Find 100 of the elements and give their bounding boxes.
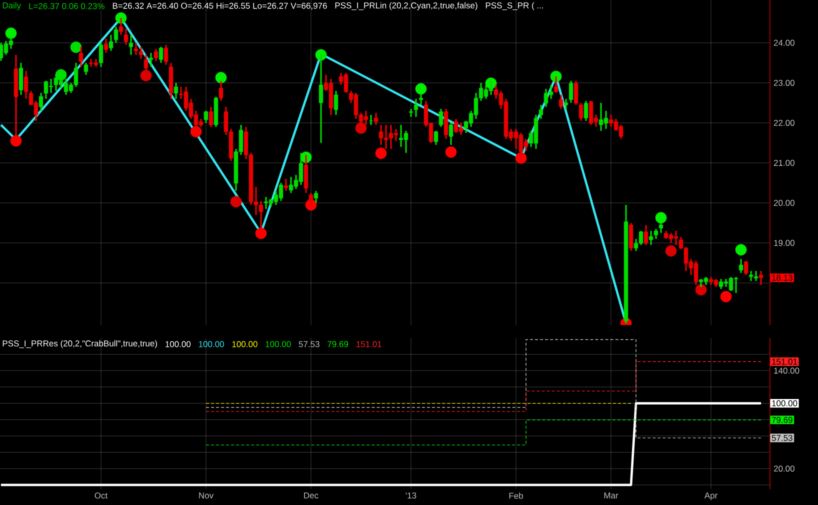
- y-tick-label: 22.00: [774, 120, 794, 126]
- candlestick: [154, 48, 158, 62]
- point: [695, 284, 707, 296]
- candlestick: [438, 108, 444, 128]
- candlestick: [144, 54, 148, 72]
- x-tick-label: Dec: [304, 492, 318, 498]
- chart-title: PSS_I_PRRes (20,2,"CrabBull",true,true): [2, 340, 157, 348]
- chart-title: Daily: [2, 2, 22, 10]
- candlestick: [658, 222, 664, 234]
- candlestick: [648, 230, 654, 246]
- candlestick: [738, 258, 744, 274]
- text: 100.00: [166, 341, 191, 348]
- candlestick: [444, 108, 448, 140]
- candlestick: [148, 52, 154, 68]
- candlestick: [38, 92, 44, 112]
- candlestick: [578, 102, 584, 122]
- y-tick-label: 20.00: [774, 200, 794, 206]
- chart-subtitle: L=26.37 0.06 0.23%: [29, 3, 104, 10]
- point: [720, 290, 732, 302]
- x-tick-label: Oct: [94, 492, 108, 499]
- point: [10, 135, 22, 147]
- candlestick: [138, 46, 144, 60]
- y-tick-label: 140.00: [774, 368, 800, 374]
- candlestick: [558, 94, 564, 110]
- candlestick: [308, 192, 314, 206]
- candlestick: [434, 130, 438, 146]
- candlestick: [208, 106, 214, 128]
- legend-label: 100.00: [198, 341, 224, 348]
- candlestick: [304, 154, 308, 194]
- annotation: PSS_I_PRLin (20,2,Cyan,2,true,false): [335, 2, 478, 10]
- point: [735, 244, 747, 256]
- y-tick-label: 23.00: [774, 80, 794, 86]
- candlestick: [284, 178, 288, 192]
- candlestick: [448, 122, 454, 146]
- y-tick-label: 21.00: [774, 160, 794, 166]
- candlestick: [574, 80, 578, 106]
- candlestick: [628, 222, 634, 252]
- annotation: 18.13: [772, 274, 792, 281]
- point: [190, 126, 202, 138]
- point: [665, 245, 677, 257]
- candlestick: [78, 46, 84, 68]
- candlestick: [164, 44, 168, 66]
- point: [215, 72, 227, 84]
- x-tick-label: Mar: [604, 492, 618, 498]
- data-label: 57.53: [772, 434, 792, 441]
- candlestick: [538, 104, 544, 120]
- candlestick: [418, 92, 424, 106]
- y-tick-label: 19.00: [774, 240, 794, 246]
- text: 79.69: [328, 341, 348, 348]
- candlestick: [84, 62, 88, 76]
- candlestick: [568, 80, 574, 104]
- x-tick-label: Feb: [509, 492, 523, 499]
- point: [415, 83, 427, 95]
- text: 151.01: [356, 341, 382, 348]
- x-tick-label: Nov: [199, 492, 214, 498]
- point: [255, 228, 267, 240]
- candlestick: [134, 42, 138, 56]
- point: [355, 122, 367, 134]
- candlestick: [584, 100, 588, 122]
- candlestick: [564, 98, 568, 110]
- annotation: PSS_S_PR ( ...: [486, 2, 544, 10]
- point: [70, 42, 82, 53]
- x-tick-label: Apr: [704, 492, 718, 500]
- point: [445, 146, 457, 158]
- candlestick: [24, 70, 28, 100]
- point: [515, 152, 527, 164]
- text: 57.53: [298, 341, 320, 348]
- data-label: 151.01: [772, 358, 798, 365]
- candlestick: [314, 190, 318, 204]
- candlestick: [334, 90, 338, 116]
- candlestick: [98, 42, 104, 68]
- candlestick: [158, 46, 164, 64]
- candlestick: [218, 80, 224, 102]
- point: [140, 70, 152, 82]
- candlestick: [174, 82, 178, 100]
- candlestick: [104, 38, 108, 54]
- y-tick-label: 20.00: [774, 466, 794, 472]
- candlestick: [758, 270, 764, 286]
- point: [655, 212, 667, 224]
- candlestick: [744, 260, 748, 276]
- candlestick: [654, 228, 658, 240]
- candlestick: [644, 224, 648, 246]
- y-tick-label: 24.00: [774, 40, 794, 46]
- candlestick: [414, 98, 418, 118]
- candlestick: [18, 62, 24, 96]
- candlestick: [118, 17, 124, 36]
- point: [115, 12, 127, 24]
- text: 100.00: [232, 341, 258, 348]
- point: [230, 196, 242, 208]
- annotation: B=26.32 A=26.40 O=26.45 Hi=26.55 Lo=26.27 V=66,976: [112, 2, 327, 10]
- data-label: 100.00: [772, 400, 798, 406]
- candlestick: [204, 110, 208, 124]
- candlestick: [124, 28, 128, 46]
- candlestick: [374, 112, 378, 126]
- candlestick: [318, 53, 324, 144]
- candlestick: [128, 34, 134, 56]
- point: [550, 70, 562, 82]
- data-label: 79.69: [772, 416, 792, 423]
- x-tick-label: '13: [406, 492, 416, 499]
- candlestick: [554, 76, 558, 94]
